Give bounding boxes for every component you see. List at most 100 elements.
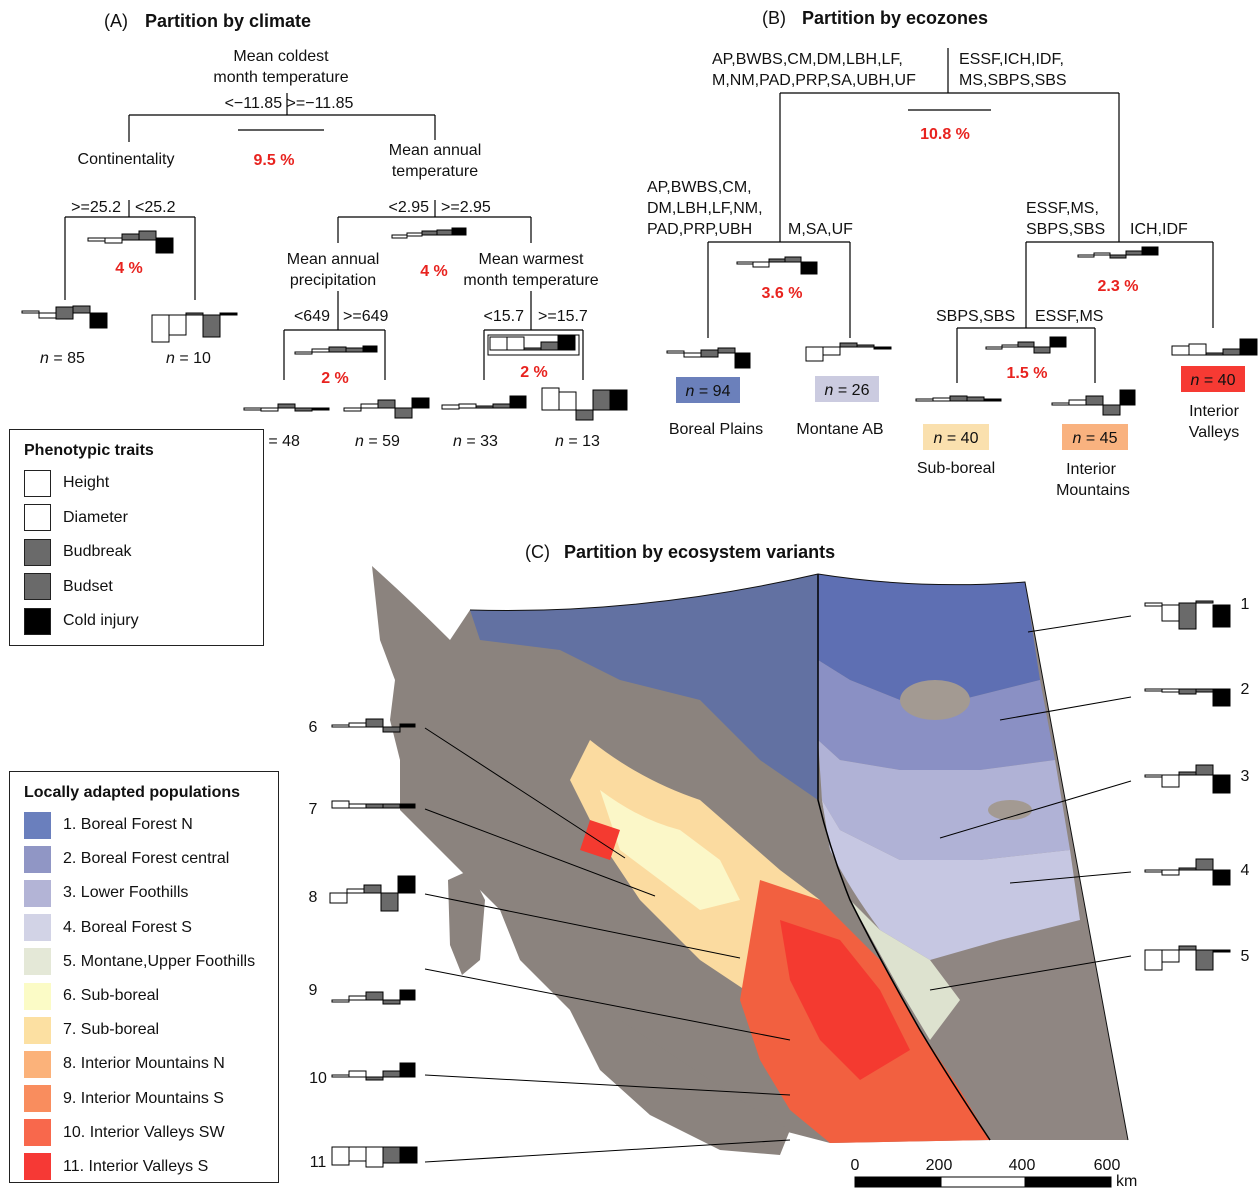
pop-label: 8. Interior Mountains N	[63, 1055, 225, 1073]
legend-pop-5: 5. Montane,Upper Foothills	[24, 945, 278, 979]
trait-profile	[736, 256, 818, 275]
trait-profile	[1171, 338, 1258, 356]
legend-trait-cold-injury: Cold injury	[24, 604, 263, 639]
pop-label: 10. Interior Valleys SW	[63, 1123, 225, 1141]
eco-r-left-2: SBPS,SBS	[1026, 221, 1105, 238]
mwmt-variance-pct: 2 %	[520, 364, 548, 381]
eco-r-pct: 2.3 %	[1098, 278, 1139, 295]
legend-trait-height: Height	[24, 466, 263, 501]
trait-profile	[441, 395, 527, 410]
n-label-b4: n = 45	[1073, 430, 1118, 447]
n-badge-montane	[815, 376, 879, 402]
svg-text:n = 59: n = 59	[355, 433, 400, 450]
n-badge-interior-valleys	[1181, 366, 1245, 392]
legend-traits-title: Phenotypic traits	[24, 442, 154, 459]
pop-swatch	[24, 1016, 51, 1044]
pop-swatch	[24, 811, 51, 839]
panel-b-title: Partition by ecozones	[802, 8, 988, 28]
map-zone-small-red	[580, 820, 620, 860]
legend-trait-diameter: Diameter	[24, 501, 263, 536]
svg-text:n = 85: n = 85	[40, 350, 85, 367]
node-root-label-1: Mean coldest	[233, 48, 329, 65]
eco-root-left-2: M,NM,PAD,PRP,SA,UBH,UF	[712, 72, 916, 89]
pop-label: 9. Interior Mountains S	[63, 1089, 224, 1107]
pop-label: 2. Boreal Forest central	[63, 850, 230, 868]
map-label-5: 5	[1241, 948, 1250, 965]
map-zone-5	[850, 900, 960, 1040]
map-vancouver-island	[570, 1010, 790, 1155]
legend-populations-title: Locally adapted populations	[24, 784, 241, 801]
legend-trait-budbreak: Budbreak	[24, 535, 263, 570]
node-continentality: Continentality	[78, 151, 175, 168]
n-label-b2: n = 26	[825, 382, 870, 399]
scale-tick-600: 600	[1094, 1157, 1121, 1174]
trait-profile	[915, 395, 1002, 402]
map-profile-7	[331, 800, 416, 809]
split-mwmt-lo: <15.7	[484, 308, 525, 325]
group-interior-mountains-1: Interior	[1066, 461, 1116, 478]
trait-profile	[1051, 389, 1136, 416]
node-root-label-2: month temperature	[213, 69, 348, 86]
scale-tick-0: 0	[851, 1157, 860, 1174]
panel-a: (A) Partition by climate Mean coldest mo…	[21, 11, 628, 450]
split-map-hi: >=649	[343, 308, 388, 325]
tree-b-lines	[707, 48, 1214, 383]
split-cont-hi: <25.2	[135, 199, 176, 216]
pop-swatch	[24, 1085, 51, 1113]
group-interior-mountains-2: Mountains	[1056, 482, 1130, 499]
legend-pop-1: 1. Boreal Forest N	[24, 808, 278, 842]
n-badge-interior-mountains	[1062, 424, 1128, 450]
eco-root-right-2: MS,SBPS,SBS	[959, 72, 1067, 89]
map-label-11: 11	[310, 1154, 327, 1171]
legend-pop-3: 3. Lower Foothills	[24, 876, 278, 910]
map-zone-11	[780, 920, 910, 1080]
eco-root-left-1: AP,BWBS,CM,DM,LBH,LF,	[712, 51, 903, 68]
trait-swatch	[24, 607, 51, 635]
panel-a-title: Partition by climate	[145, 11, 311, 31]
legend-populations: Locally adapted populations 1. Boreal Fo…	[9, 771, 279, 1183]
scale-unit: km	[1116, 1173, 1137, 1190]
trait-profile	[805, 342, 892, 362]
legend-pop-2: 2. Boreal Forest central	[24, 842, 278, 876]
n-badge-boreal-plains	[676, 377, 740, 403]
eco-l-pct: 3.6 %	[762, 285, 803, 302]
trait-swatch	[24, 469, 51, 497]
scale-tick-400: 400	[1009, 1157, 1036, 1174]
n-label-b5: n = 40	[1191, 372, 1236, 389]
scale-tick-200: 200	[926, 1157, 953, 1174]
trait-profile	[294, 345, 378, 355]
pop-swatch	[24, 1050, 51, 1078]
trait-profile	[21, 305, 108, 329]
map-profile-11	[331, 1146, 418, 1168]
svg-text:n = 33: n = 33	[453, 433, 498, 450]
pop-swatch	[24, 1153, 51, 1181]
trait-profile	[243, 403, 330, 412]
legend-pop-7: 7. Sub-boreal	[24, 1013, 278, 1047]
map-zone-4	[822, 800, 1080, 960]
pop-label: 1. Boreal Forest N	[63, 816, 193, 834]
legend-pop-11: 11. Interior Valleys S	[24, 1150, 278, 1184]
trait-label: Budset	[63, 577, 113, 595]
trait-label: Budbreak	[63, 543, 132, 561]
panel-b-letter: (B)	[762, 8, 786, 28]
map-label-1: 1	[1241, 596, 1250, 613]
panel-c-title: Partition by ecosystem variants	[564, 542, 835, 562]
svg-text:n = 13: n = 13	[555, 433, 600, 450]
map-profile-5	[1144, 945, 1231, 971]
map-label-7: 7	[309, 801, 318, 818]
node-map-label-1: Mean annual	[287, 251, 380, 268]
split-cont-lo: >=25.2	[71, 199, 121, 216]
trait-profile	[151, 312, 238, 343]
group-sub-boreal: Sub-boreal	[917, 460, 995, 477]
pop-label: 5. Montane,Upper Foothills	[63, 952, 256, 970]
group-montane-ab: Montane AB	[796, 421, 883, 438]
eco-l-left-2: DM,LBH,LF,NM,	[647, 200, 763, 217]
split-map-lo: <649	[294, 308, 330, 325]
trait-swatch	[24, 573, 51, 601]
eco-l-left-1: AP,BWBS,CM,	[647, 179, 752, 196]
eco-l-left-3: PAD,PRP,UBH	[647, 221, 752, 238]
eco-rl-left: SBPS,SBS	[936, 308, 1015, 325]
eco-rl-pct: 1.5 %	[1007, 365, 1048, 382]
legend-pop-4: 4. Boreal Forest S	[24, 911, 278, 945]
